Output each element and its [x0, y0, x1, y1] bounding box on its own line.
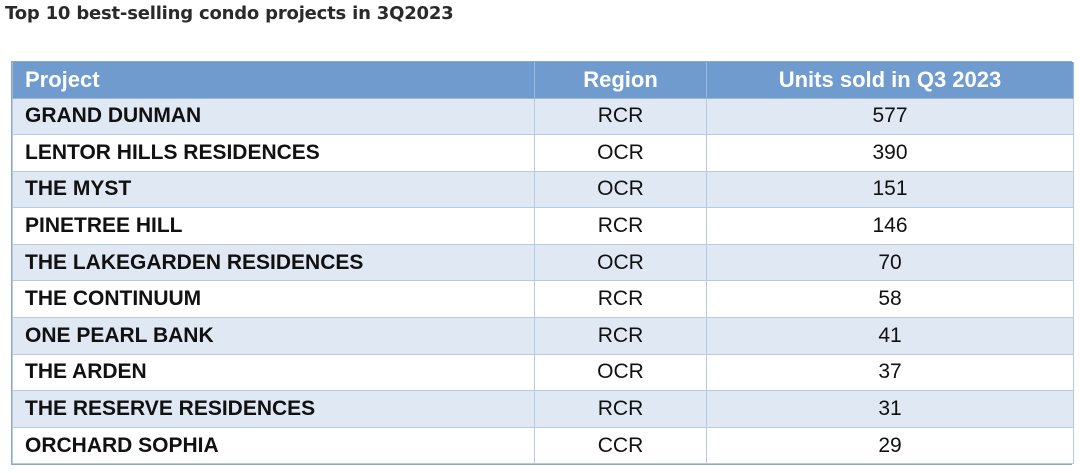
table-row: ONE PEARL BANK RCR 41: [12, 317, 1074, 355]
table-row: PINETREE HILL RCR 146: [12, 207, 1074, 245]
cell-project: GRAND DUNMAN: [12, 97, 535, 136]
cell-project: THE CONTINUUM: [12, 280, 535, 319]
cell-units: 390: [706, 134, 1074, 172]
cell-project: THE ARDEN: [12, 353, 535, 392]
cell-region: CCR: [534, 426, 707, 465]
table-row: THE CONTINUUM RCR 58: [12, 280, 1074, 319]
header-project: Project: [12, 62, 535, 99]
header-region: Region: [534, 62, 707, 99]
table-row: THE LAKEGARDEN RESIDENCES OCR 70: [12, 243, 1074, 282]
cell-region: OCR: [534, 353, 707, 392]
table-row: ORCHARD SOPHIA CCR 29: [12, 426, 1074, 465]
cell-units: 146: [706, 207, 1074, 245]
cell-region: OCR: [534, 170, 707, 209]
table-row: THE RESERVE RESIDENCES RCR 31: [12, 390, 1074, 428]
table-row: THE ARDEN OCR 37: [12, 353, 1074, 392]
table-body: GRAND DUNMAN RCR 577 LENTOR HILLS RESIDENCE…: [12, 97, 1074, 465]
cell-project: ONE PEARL BANK: [12, 317, 535, 355]
chart-title: Top 10 best-selling condo projects in 3Q…: [5, 3, 454, 24]
cell-units: 41: [706, 317, 1074, 355]
cell-units: 70: [706, 243, 1074, 282]
header-units: Units sold in Q3 2023: [706, 62, 1074, 99]
cell-project: THE LAKEGARDEN RESIDENCES: [12, 243, 535, 282]
cell-project: PINETREE HILL: [12, 207, 535, 245]
cell-region: RCR: [534, 280, 707, 319]
cell-project: ORCHARD SOPHIA: [12, 426, 535, 465]
cell-region: RCR: [534, 317, 707, 355]
cell-region: RCR: [534, 390, 707, 428]
cell-project: LENTOR HILLS RESIDENCES: [12, 134, 535, 172]
cell-region: RCR: [534, 97, 707, 136]
cell-units: 151: [706, 170, 1074, 209]
cell-region: OCR: [534, 243, 707, 282]
sales-table-container: Project Region Units sold in Q3 2023 GRA…: [11, 61, 1074, 466]
cell-project: THE MYST: [12, 170, 535, 209]
table-row: LENTOR HILLS RESIDENCES OCR 390: [12, 134, 1074, 172]
cell-region: OCR: [534, 134, 707, 172]
table-row: GRAND DUNMAN RCR 577: [12, 97, 1074, 136]
cell-units: 58: [706, 280, 1074, 319]
cell-units: 37: [706, 353, 1074, 392]
cell-region: RCR: [534, 207, 707, 245]
sales-table: Project Region Units sold in Q3 2023 GRA…: [12, 62, 1074, 465]
cell-units: 31: [706, 390, 1074, 428]
cell-units: 577: [706, 97, 1074, 136]
table-row: THE MYST OCR 151: [12, 170, 1074, 209]
cell-project: THE RESERVE RESIDENCES: [12, 390, 535, 428]
cell-units: 29: [706, 426, 1074, 465]
table-header-row: Project Region Units sold in Q3 2023: [12, 62, 1074, 99]
